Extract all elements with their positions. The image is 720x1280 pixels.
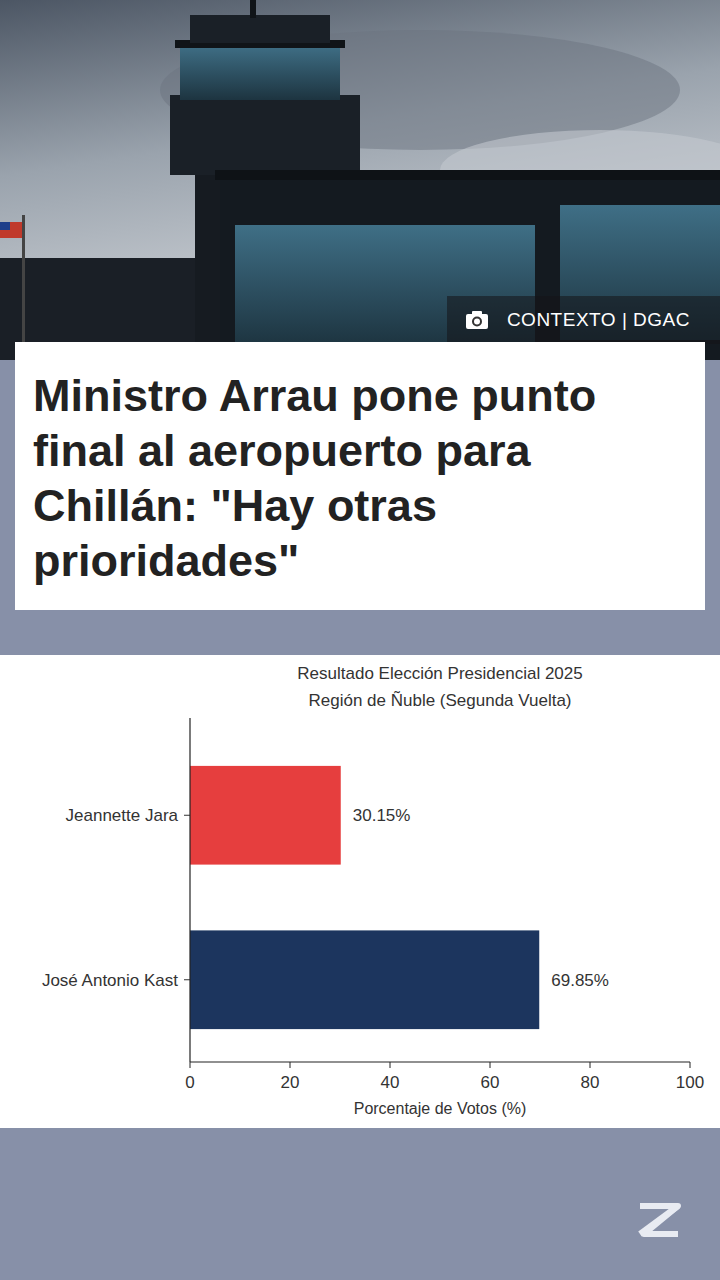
- bars: [190, 766, 539, 1029]
- x-tick-label: 20: [281, 1073, 300, 1092]
- chart-panel: Resultado Elección Presidencial 2025 Regi…: [0, 655, 720, 1128]
- x-tick: [590, 1062, 591, 1068]
- data-label: 69.85%: [551, 971, 609, 990]
- photo-credit: CONTEXTO | DGAC: [447, 296, 720, 344]
- x-tick-label: 60: [481, 1073, 500, 1092]
- bar: [190, 930, 539, 1029]
- category-tick: [184, 815, 190, 816]
- x-tick-label: 100: [676, 1073, 704, 1092]
- category-label: Jeannette Jara: [66, 806, 179, 825]
- x-tick: [690, 1062, 691, 1068]
- logo: [636, 1202, 682, 1238]
- photo-credit-text: CONTEXTO | DGAC: [507, 296, 690, 344]
- x-tick-label: 40: [381, 1073, 400, 1092]
- camera-icon: [465, 310, 489, 330]
- category-tick: [184, 979, 190, 980]
- x-tick: [490, 1062, 491, 1068]
- headline-card: Ministro Arrau pone punto final al aerop…: [15, 342, 705, 610]
- chart: Resultado Elección Presidencial 2025 Regi…: [0, 655, 720, 1128]
- bar: [190, 766, 341, 865]
- data-label: 30.15%: [353, 806, 411, 825]
- x-axis-title: Porcentaje de Votos (%): [354, 1100, 527, 1117]
- chart-subtitle: Región de Ñuble (Segunda Vuelta): [308, 691, 571, 710]
- y-axis-line: [189, 718, 190, 1062]
- x-tick-label: 0: [185, 1073, 194, 1092]
- headline: Ministro Arrau pone punto final al aerop…: [33, 368, 687, 588]
- x-tick-label: 80: [581, 1073, 600, 1092]
- chart-title: Resultado Elección Presidencial 2025: [297, 664, 582, 683]
- x-tick: [390, 1062, 391, 1068]
- x-tick: [190, 1062, 191, 1068]
- x-tick: [290, 1062, 291, 1068]
- category-label: José Antonio Kast: [42, 971, 178, 990]
- x-axis-line: [190, 1061, 690, 1062]
